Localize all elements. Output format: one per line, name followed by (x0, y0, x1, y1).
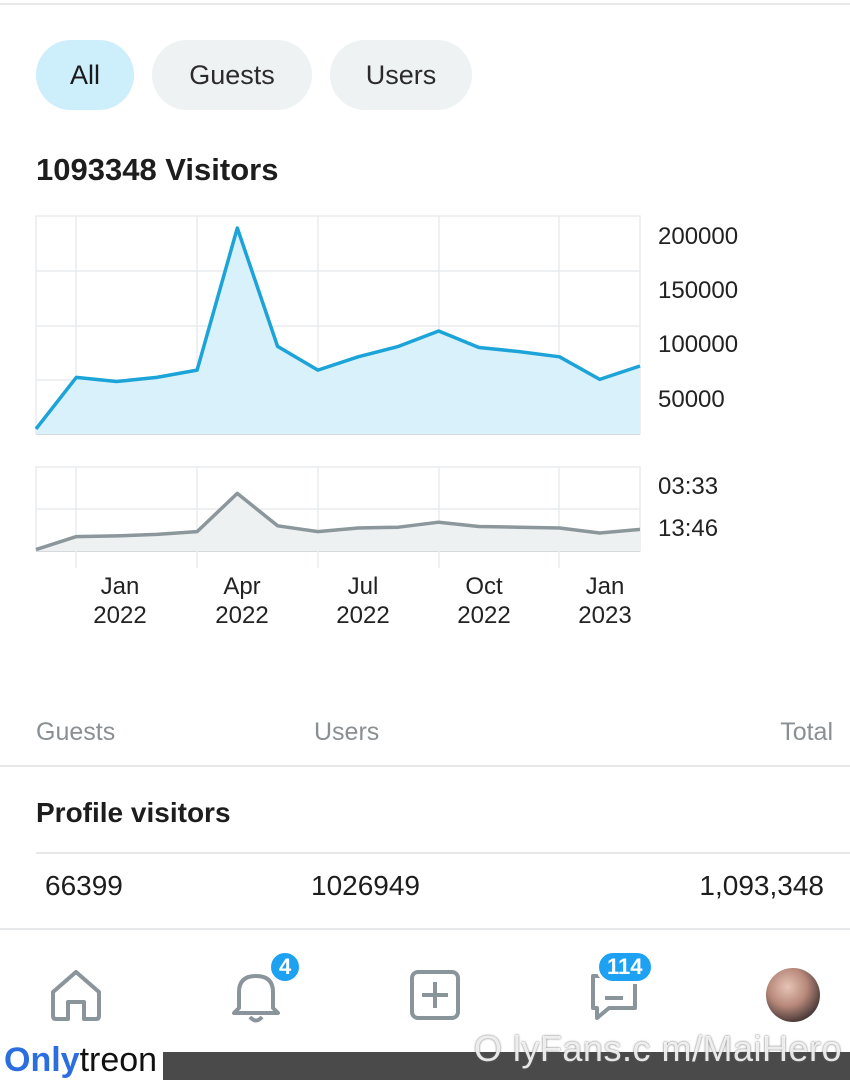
bell-icon (232, 974, 280, 1023)
nav-messages[interactable]: 114 (574, 940, 654, 1050)
x-tick-month: Jul (348, 573, 379, 600)
users-value: 1026949 (311, 870, 421, 901)
filter-chips: All Guests Users (36, 40, 472, 110)
main-series-area (36, 228, 640, 434)
nav-profile[interactable] (753, 940, 833, 1050)
watermark-url: O lyFans.c m/MaiHero (473, 1028, 842, 1069)
total-value: 1,093,348 (699, 870, 824, 901)
x-tick-year: 2022 (336, 602, 389, 629)
notifications-badge: 4 (268, 950, 303, 984)
watermark-brand-b: treon (79, 1040, 158, 1079)
x-tick-year: 2022 (215, 602, 268, 629)
filter-users-button[interactable]: Users (330, 40, 472, 110)
row-divider (36, 852, 850, 854)
y-tick-label: 13:46 (658, 515, 718, 542)
bottom-navigation: 4 114 (0, 940, 850, 1050)
col-total-label: Total (780, 718, 833, 746)
y-tick-label: 150000 (658, 277, 738, 304)
top-divider (0, 3, 850, 5)
y-tick-label: 200000 (658, 223, 738, 250)
messages-badge: 114 (596, 950, 654, 984)
avatar (766, 968, 820, 1022)
x-tick-year: 2023 (578, 602, 631, 629)
guests-value: 66399 (45, 870, 123, 901)
nav-notifications[interactable]: 4 (216, 940, 303, 1050)
table-header: Guests Users Total (0, 718, 850, 750)
nav-home[interactable] (36, 940, 116, 1050)
table-divider (0, 765, 850, 767)
x-tick-month: Jan (101, 573, 140, 600)
filter-guests-button[interactable]: Guests (152, 40, 312, 110)
x-tick-year: 2022 (457, 602, 510, 629)
duration-series-area (36, 493, 640, 551)
x-tick-month: Jan (586, 573, 625, 600)
y-tick-label: 50000 (658, 386, 725, 413)
duration-y-axis: 03:33 13:46 (658, 473, 718, 542)
watermark-brand-a: Only (4, 1040, 80, 1079)
main-series-line (34, 226, 641, 430)
profile-visitors-title: Profile visitors (36, 797, 231, 828)
plus-square-icon (410, 970, 460, 1020)
x-tick-month: Oct (465, 573, 503, 600)
watermark-logo: Only treon (0, 1040, 164, 1080)
col-guests-label: Guests (36, 718, 116, 746)
y-tick-label: 03:33 (658, 473, 718, 500)
filter-all-button[interactable]: All (36, 40, 134, 110)
home-icon (51, 970, 101, 1021)
nav-new-post[interactable] (395, 940, 475, 1050)
y-tick-label: 100000 (658, 331, 738, 358)
x-tick-year: 2022 (93, 602, 146, 629)
visitors-count-title: 1093348 Visitors (36, 152, 279, 187)
nav-divider (0, 928, 850, 930)
x-tick-month: Apr (223, 573, 260, 600)
main-y-axis: 200000 150000 100000 50000 (658, 223, 738, 413)
col-users-label: Users (314, 718, 380, 746)
duration-series-line (35, 491, 641, 552)
